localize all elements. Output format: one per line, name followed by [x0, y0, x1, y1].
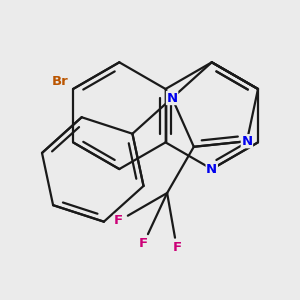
Text: N: N: [241, 135, 253, 148]
Text: Br: Br: [52, 75, 68, 88]
Text: N: N: [167, 92, 178, 104]
Text: F: F: [114, 214, 123, 227]
Text: F: F: [139, 237, 148, 250]
Text: F: F: [172, 242, 182, 254]
Text: N: N: [206, 163, 217, 176]
